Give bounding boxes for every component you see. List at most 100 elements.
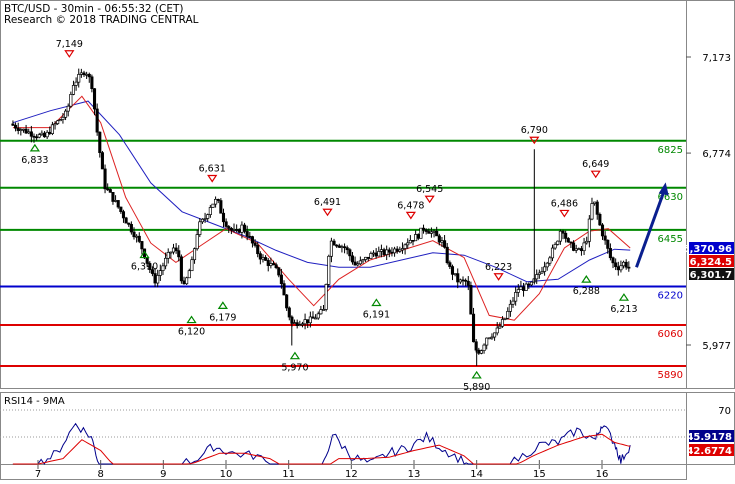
last-value-label: 6,301.7: [690, 270, 732, 281]
last-value-box: [689, 242, 734, 254]
candle-body: [456, 273, 460, 283]
trough-marker: [581, 275, 592, 283]
candle-body: [137, 235, 141, 242]
trough-label: 6,390: [131, 262, 158, 273]
candle-body: [540, 271, 544, 274]
candle-body: [24, 128, 28, 134]
candle-body: [300, 323, 305, 326]
trough-marker: [289, 351, 301, 360]
candle-body: [311, 316, 315, 319]
candle-body: [116, 200, 120, 208]
rsi-series-line-1: [12, 422, 631, 465]
candle-body: [282, 283, 286, 296]
candle-body: [606, 239, 610, 249]
candle-body: [192, 248, 197, 261]
candle-body: [543, 266, 547, 272]
level-label-6825: 6825: [658, 145, 683, 156]
candle-body: [211, 203, 215, 208]
candle-body: [232, 229, 236, 231]
candle-body: [516, 289, 520, 293]
candle-body: [627, 266, 631, 269]
candle-body: [42, 132, 47, 138]
candle-body: [548, 257, 552, 264]
candle-body: [98, 131, 102, 153]
candle-body: [11, 123, 15, 126]
candle-body: [158, 270, 162, 276]
candle-body: [35, 136, 39, 139]
candle-body: [519, 286, 523, 290]
peak-label: 6,223: [485, 262, 512, 273]
candle-body: [40, 132, 44, 135]
candle-body: [95, 108, 99, 133]
last-value-label: 6,324.5: [690, 257, 732, 268]
peak-marker: [529, 136, 540, 145]
candle-body: [135, 235, 139, 238]
candle-body: [242, 224, 247, 232]
candle-body: [437, 235, 441, 243]
candle-body: [248, 235, 252, 238]
candle-body: [208, 207, 212, 215]
candle-body: [58, 119, 62, 122]
candle-body: [206, 214, 210, 219]
candle-body: [443, 240, 447, 248]
candle-body: [64, 110, 68, 118]
candle-body: [435, 230, 439, 237]
candle-body: [90, 76, 94, 89]
x-tick-label: 7: [35, 469, 41, 480]
candle-body: [361, 259, 365, 262]
candle-body: [164, 257, 168, 267]
candle-body: [56, 120, 60, 124]
candle-body: [245, 231, 249, 237]
candle-body: [416, 234, 420, 239]
candle-body: [479, 350, 483, 354]
x-tick-label: 8: [97, 469, 103, 480]
candle-body: [148, 263, 152, 270]
candle-body: [535, 274, 539, 280]
candle-body: [500, 319, 505, 327]
candle-body: [132, 231, 136, 238]
candle-body: [458, 279, 462, 283]
candle-body: [464, 279, 468, 282]
candle-body: [556, 240, 560, 245]
last-value-box: [689, 268, 734, 280]
candle-body: [558, 230, 562, 242]
peak-label: 6,491: [314, 197, 341, 208]
candle-body: [493, 332, 497, 338]
candle-body: [153, 273, 157, 284]
candle-body: [537, 272, 541, 275]
candle-body: [216, 198, 220, 201]
candle-body: [240, 224, 244, 233]
candle-body: [106, 188, 110, 191]
candle-body: [150, 269, 154, 274]
candle-body: [74, 81, 78, 86]
candle-body: [353, 261, 357, 266]
candle-body: [66, 105, 70, 112]
candle-body: [324, 283, 328, 310]
rsi-last-value-box: [689, 430, 734, 442]
x-tick-label: 10: [220, 469, 233, 480]
peak-label: 6,478: [397, 200, 424, 211]
candle-body: [337, 245, 341, 248]
chart-subtitle: Research © 2018 TRADING CENTRAL: [4, 14, 199, 26]
candle-body: [161, 265, 165, 271]
x-tick-label: 13: [408, 469, 421, 480]
candle-body: [374, 252, 378, 257]
candle-body: [506, 311, 510, 319]
candle-body: [524, 283, 528, 291]
candle-body: [345, 247, 349, 251]
candle-body: [590, 203, 594, 220]
candle-body: [395, 248, 399, 252]
peak-label: 6,545: [416, 184, 443, 195]
candle-body: [264, 257, 268, 261]
peak-marker: [590, 170, 601, 179]
trough-marker: [371, 298, 382, 307]
candle-body: [603, 235, 607, 241]
candle-body: [514, 292, 518, 302]
candle-body: [614, 262, 618, 268]
candle-body: [364, 256, 368, 260]
candle-body: [108, 189, 112, 193]
candle-body: [237, 229, 241, 233]
candle-body: [71, 85, 76, 95]
candle-body: [377, 251, 381, 257]
candle-body: [271, 263, 276, 266]
